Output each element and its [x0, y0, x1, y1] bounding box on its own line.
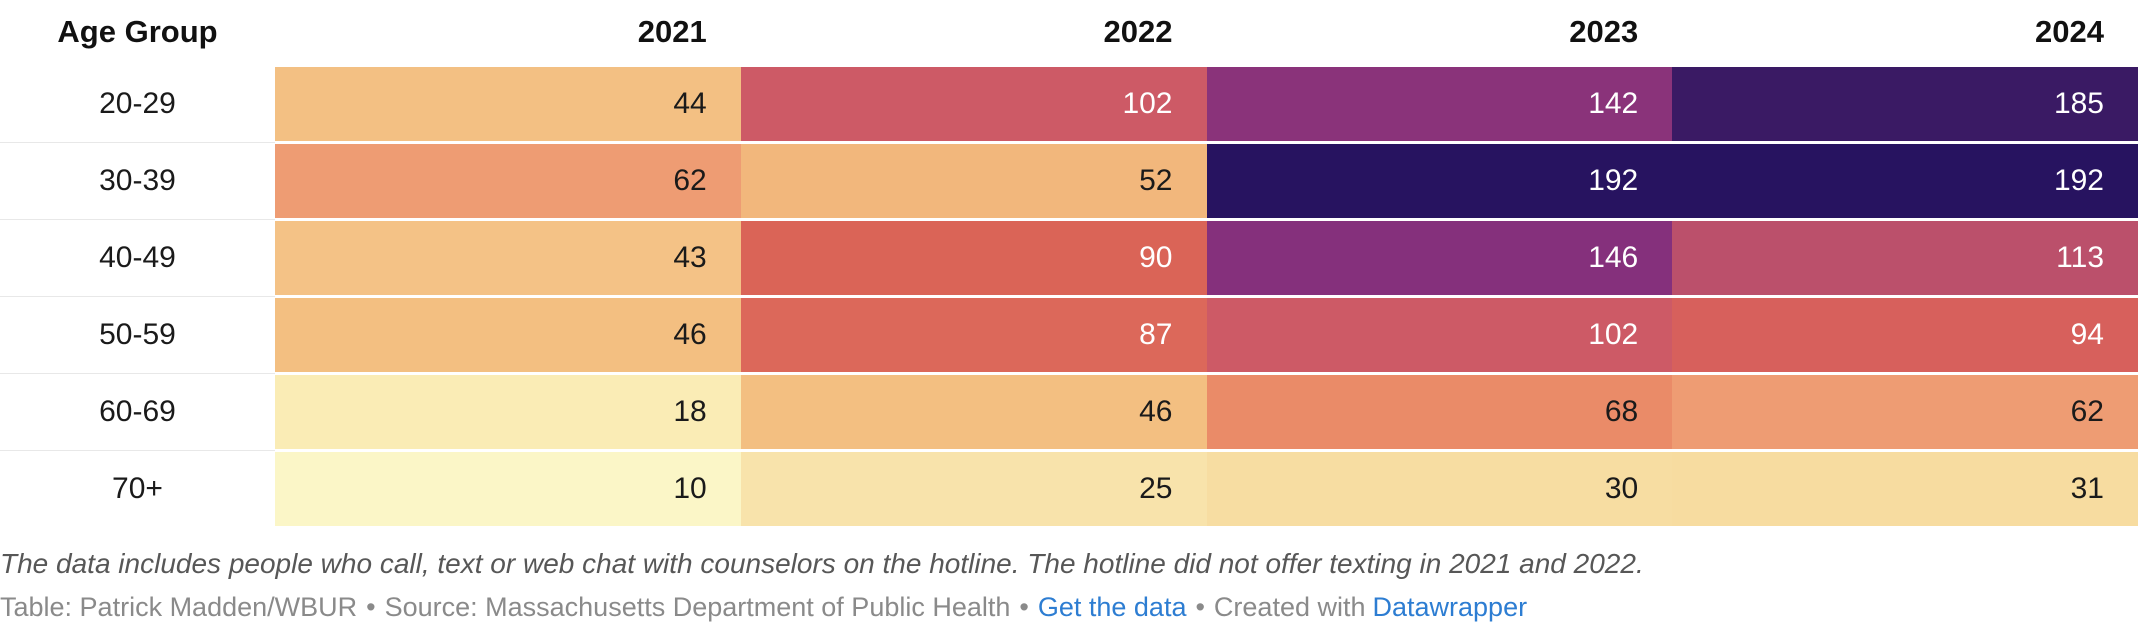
heatmap-cell: 113 — [1672, 221, 2138, 295]
heatmap-cell: 142 — [1206, 67, 1673, 141]
heatmap-cell: 31 — [1672, 452, 2138, 526]
column-header-2022: 2022 — [1103, 14, 1173, 49]
table-row: 40-49 43 90 146 113 — [0, 219, 2138, 295]
table-footer: The data includes people who call, text … — [0, 526, 2150, 622]
heatmap-cell: 30 — [1206, 452, 1673, 526]
row-label: 40-49 — [0, 221, 275, 295]
heatmap-cell: 44 — [275, 67, 741, 141]
heatmap-cell: 46 — [740, 375, 1207, 449]
heatmap-table: Age Group 2021 2022 2023 2024 20-29 44 1… — [0, 0, 2138, 526]
row-label: 60-69 — [0, 375, 275, 449]
table-header-row: Age Group 2021 2022 2023 2024 — [0, 0, 2138, 64]
get-the-data-link[interactable]: Get the data — [1037, 592, 1187, 622]
table-row: 50-59 46 87 102 94 — [0, 296, 2138, 372]
heatmap-cell: 62 — [275, 144, 741, 218]
row-label: 50-59 — [0, 298, 275, 372]
heatmap-cell: 94 — [1672, 298, 2138, 372]
table-row: 20-29 44 102 142 185 — [0, 67, 2138, 141]
column-header-2024: 2024 — [2035, 14, 2104, 49]
table-row: 30-39 62 52 192 192 — [0, 142, 2138, 218]
heatmap-cell: 46 — [275, 298, 741, 372]
bullet-separator: • — [1019, 592, 1029, 622]
heatmap-cell: 102 — [1206, 298, 1673, 372]
heatmap-cell: 102 — [740, 67, 1207, 141]
table-credit: Table: Patrick Madden/WBUR — [0, 592, 358, 622]
heatmap-cell: 192 — [1206, 144, 1673, 218]
heatmap-cell: 52 — [740, 144, 1207, 218]
column-header-age-group: Age Group — [57, 14, 218, 49]
heatmap-cell: 18 — [275, 375, 741, 449]
heatmap-cell: 68 — [1206, 375, 1673, 449]
heatmap-cell: 185 — [1672, 67, 2138, 141]
table-row: 70+ 10 25 30 31 — [0, 450, 2138, 526]
bullet-separator: • — [366, 592, 376, 622]
heatmap-cell: 192 — [1672, 144, 2138, 218]
byline: Table: Patrick Madden/WBUR • Source: Massa… — [0, 593, 2150, 622]
created-with-text: Created with — [1213, 592, 1366, 622]
heatmap-cell: 87 — [740, 298, 1207, 372]
column-header-2021: 2021 — [637, 14, 707, 49]
heatmap-cell: 43 — [275, 221, 741, 295]
source-credit: Source: Massachusetts Department of Publ… — [384, 592, 1011, 622]
table-row: 60-69 18 46 68 62 — [0, 373, 2138, 449]
bullet-separator: • — [1195, 592, 1205, 622]
row-label: 70+ — [0, 452, 275, 526]
heatmap-cell: 62 — [1672, 375, 2138, 449]
footnote: The data includes people who call, text … — [0, 548, 1644, 579]
heatmap-cell: 25 — [740, 452, 1207, 526]
heatmap-cell: 146 — [1206, 221, 1673, 295]
heatmap-cell: 90 — [740, 221, 1207, 295]
heatmap-cell: 10 — [275, 452, 741, 526]
row-label: 20-29 — [0, 67, 275, 141]
row-label: 30-39 — [0, 144, 275, 218]
datawrapper-link[interactable]: Datawrapper — [1372, 592, 1528, 622]
column-header-2023: 2023 — [1569, 14, 1639, 49]
